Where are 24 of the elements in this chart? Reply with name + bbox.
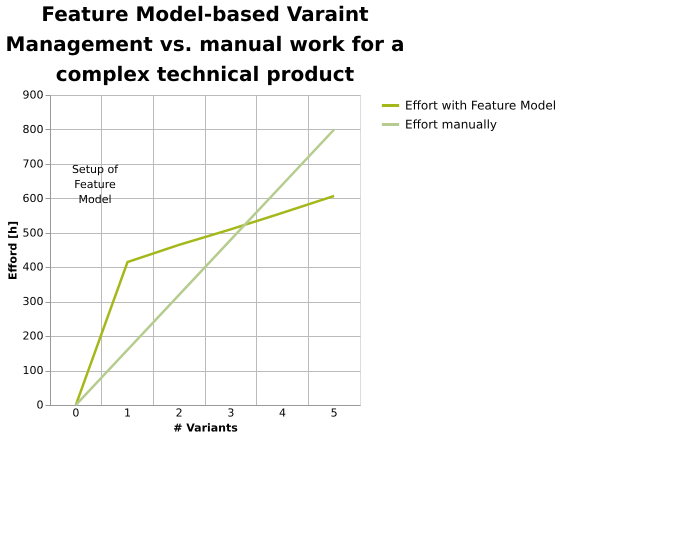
x-tick-label: 5 bbox=[330, 406, 338, 420]
chart-title: Feature Model-based Varaint Management vs. manual work for a complex technical product bbox=[6, 2, 404, 86]
annotation: Setup of Feature Model bbox=[72, 163, 120, 206]
y-tick-label: 200 bbox=[22, 330, 44, 343]
x-tick-label: 1 bbox=[124, 406, 131, 420]
y-tick-label: 0 bbox=[36, 398, 44, 412]
y-tick-label: 400 bbox=[22, 260, 44, 274]
y-tick-label: 300 bbox=[22, 295, 44, 308]
x-axis-title: # Variants bbox=[173, 422, 238, 434]
y-axis-title: Efford [h] bbox=[6, 221, 20, 280]
x-tick-label: 0 bbox=[72, 406, 80, 420]
line-series bbox=[74, 128, 336, 406]
y-tick-label: 800 bbox=[22, 122, 44, 136]
y-tick-label: 100 bbox=[22, 364, 44, 378]
y-tick-label: 500 bbox=[22, 226, 44, 240]
y-tick-label: 700 bbox=[22, 157, 44, 170]
y-tick-label: 600 bbox=[22, 192, 44, 205]
y-tick-label: 900 bbox=[22, 88, 44, 102]
line-series bbox=[74, 194, 336, 406]
x-tick-label: 4 bbox=[279, 406, 286, 420]
x-tick-label: 2 bbox=[176, 406, 183, 420]
legend-label: Effort with Feature Model bbox=[405, 98, 556, 112]
legend-label: Effort manually bbox=[405, 118, 498, 132]
x-tick-label: 3 bbox=[227, 406, 234, 420]
